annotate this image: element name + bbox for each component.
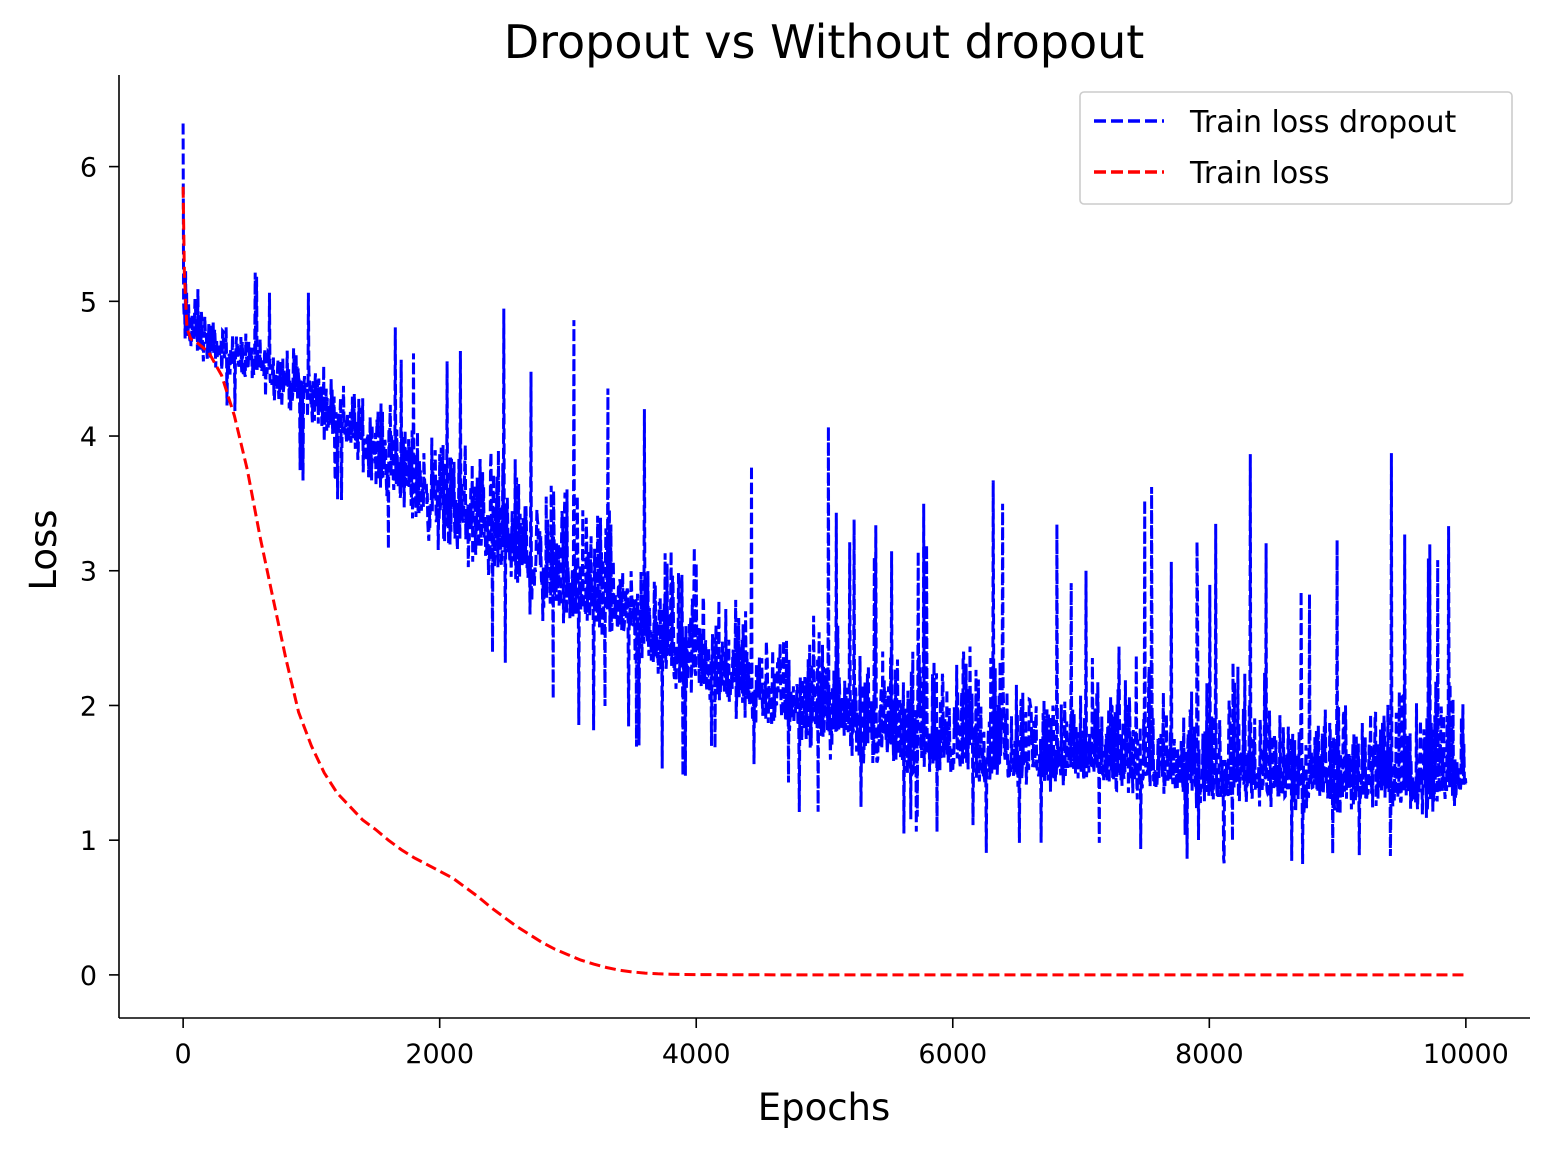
x-tick-label: 8000 [1175, 1039, 1244, 1070]
plot-area [181, 123, 1468, 977]
legend: Train loss dropout Train loss [1079, 91, 1513, 205]
legend-label-train-loss: Train loss [1189, 156, 1329, 191]
chart-title: Dropout vs Without dropout [504, 15, 1145, 69]
x-axis-ticks: 0 2000 4000 6000 8000 10000 [175, 1018, 1509, 1070]
series-train-loss-dropout-line [181, 123, 1468, 865]
y-tick-label: 5 [80, 287, 97, 318]
y-tick-label: 2 [80, 691, 97, 722]
y-tick-label: 3 [80, 557, 97, 588]
legend-box [1079, 91, 1513, 205]
y-tick-label: 1 [80, 826, 97, 857]
series-train-loss-line [181, 186, 1466, 977]
x-tick-label: 10000 [1423, 1039, 1509, 1070]
y-tick-label: 6 [80, 153, 97, 184]
y-tick-label: 0 [80, 961, 97, 992]
x-tick-label: 4000 [662, 1039, 731, 1070]
y-axis-label: Loss [22, 509, 65, 590]
y-tick-label: 4 [80, 422, 97, 453]
x-tick-label: 0 [175, 1039, 192, 1070]
legend-label-train-loss-dropout: Train loss dropout [1189, 105, 1456, 140]
y-axis-ticks: 0 1 2 3 4 5 6 [80, 153, 119, 992]
x-tick-label: 6000 [918, 1039, 987, 1070]
x-axis-label: Epochs [758, 1086, 891, 1129]
x-tick-label: 2000 [405, 1039, 474, 1070]
